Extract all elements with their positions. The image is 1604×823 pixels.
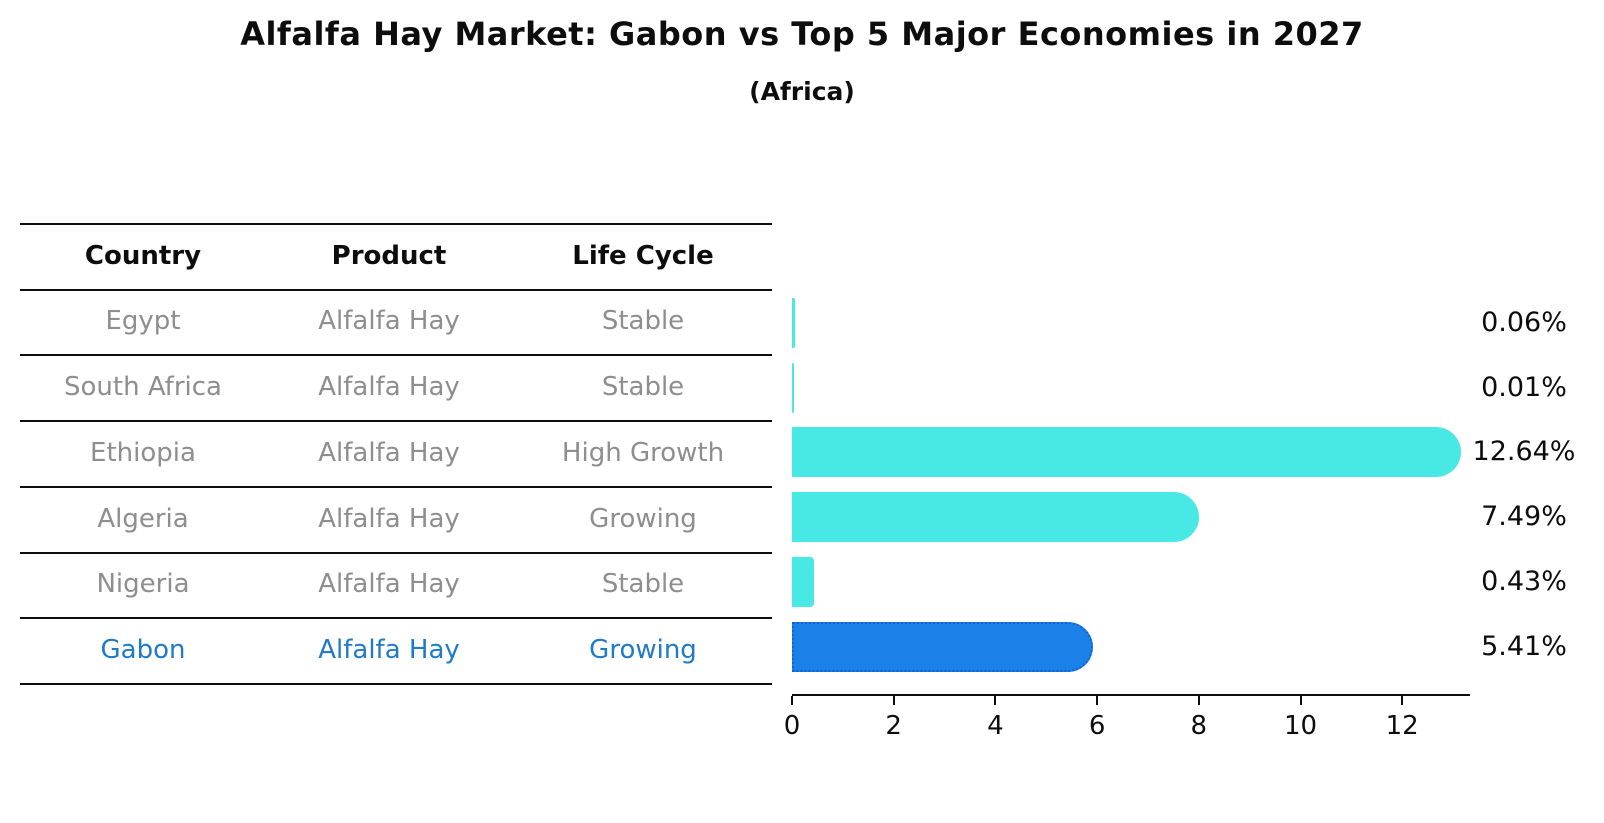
value-label: 5.41% bbox=[1481, 631, 1567, 662]
table-cell-product: Alfalfa Hay bbox=[318, 306, 460, 336]
bar-gabon bbox=[792, 622, 1094, 672]
value-label: 0.01% bbox=[1481, 372, 1567, 403]
table-cell-country: Algeria bbox=[97, 504, 189, 534]
table-cell-country: Nigeria bbox=[96, 569, 190, 599]
x-axis-tick-label: 0 bbox=[783, 711, 801, 741]
x-axis-tick bbox=[892, 696, 895, 705]
x-axis-tick-label: 2 bbox=[885, 711, 902, 741]
table-cell-life-cycle: Stable bbox=[601, 372, 685, 402]
bar-algeria bbox=[792, 492, 1199, 542]
table-rule bbox=[20, 552, 772, 554]
table-cell-product: Alfalfa Hay bbox=[318, 504, 460, 534]
table-cell-product: Alfalfa Hay bbox=[318, 569, 460, 599]
table-cell-country: Egypt bbox=[105, 306, 181, 336]
table-header-life-cycle: Life Cycle bbox=[572, 241, 714, 271]
bar-ethiopia bbox=[792, 427, 1461, 477]
table-cell-product: Alfalfa Hay bbox=[318, 372, 460, 402]
x-axis-tick-label: 4 bbox=[987, 711, 1004, 741]
table-cell-life-cycle: Growing bbox=[589, 504, 697, 534]
table-rule bbox=[20, 420, 772, 422]
x-axis-tick-label: 8 bbox=[1190, 711, 1208, 741]
table-cell-life-cycle: Growing bbox=[589, 635, 697, 665]
table-cell-country: Gabon bbox=[100, 635, 186, 665]
chart-title: Alfalfa Hay Market: Gabon vs Top 5 Major… bbox=[240, 15, 1364, 53]
table-cell-life-cycle: High Growth bbox=[561, 438, 725, 468]
table-header-country: Country bbox=[84, 241, 202, 271]
x-axis-tick-label: 10 bbox=[1283, 711, 1318, 741]
x-axis-tick-label: 12 bbox=[1385, 711, 1419, 741]
bar-egypt bbox=[792, 298, 796, 348]
bar-nigeria bbox=[792, 557, 814, 607]
table-cell-country: Ethiopia bbox=[90, 438, 196, 468]
table-cell-product: Alfalfa Hay bbox=[318, 635, 460, 665]
table-rule bbox=[20, 683, 772, 685]
x-axis-tick-label: 6 bbox=[1088, 711, 1106, 741]
table-rule bbox=[20, 486, 772, 488]
value-label: 0.43% bbox=[1481, 566, 1567, 597]
x-axis-tick bbox=[1401, 696, 1404, 705]
x-axis-tick bbox=[1299, 696, 1302, 705]
value-label: 12.64% bbox=[1472, 436, 1576, 467]
table-cell-country: South Africa bbox=[64, 372, 222, 402]
x-axis-tick bbox=[994, 696, 997, 705]
table-cell-product: Alfalfa Hay bbox=[318, 438, 460, 468]
table-cell-life-cycle: Stable bbox=[601, 569, 685, 599]
value-label: 7.49% bbox=[1481, 501, 1567, 532]
x-axis-tick bbox=[1096, 696, 1099, 705]
table-rule bbox=[20, 617, 772, 619]
table-header-product: Product bbox=[331, 241, 447, 271]
table-rule bbox=[20, 223, 772, 225]
x-axis-tick bbox=[791, 696, 793, 705]
bar-south-africa bbox=[792, 363, 794, 413]
chart-subtitle: (Africa) bbox=[749, 77, 855, 106]
value-label: 0.06% bbox=[1481, 307, 1567, 338]
table-rule bbox=[20, 289, 772, 291]
table-cell-life-cycle: Stable bbox=[601, 306, 685, 336]
x-axis-tick bbox=[1197, 696, 1200, 705]
table-rule bbox=[20, 354, 772, 356]
x-axis-spine bbox=[792, 694, 1470, 696]
